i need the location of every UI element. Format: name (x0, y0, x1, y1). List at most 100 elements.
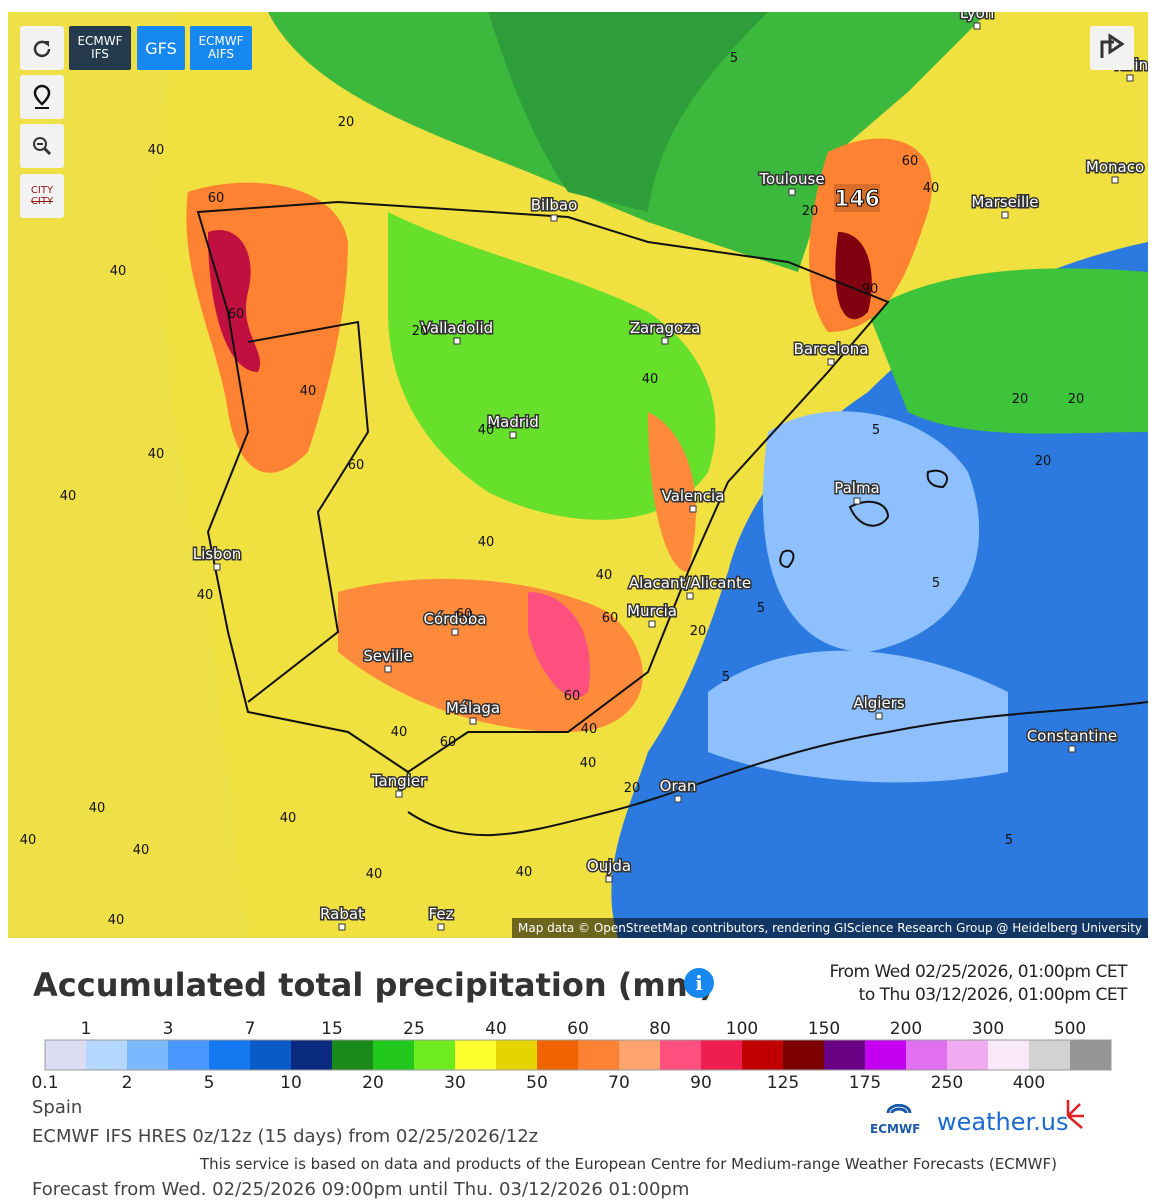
legend-label: 20 (362, 1073, 384, 1093)
contour-label: 40 (20, 833, 37, 848)
legend-swatch (332, 1040, 373, 1070)
city-label: Oujda (587, 857, 631, 875)
city-dot (973, 22, 981, 30)
legend-label: 400 (1013, 1073, 1045, 1093)
gfs-btn[interactable]: GFS (137, 26, 185, 70)
legend-label: 500 (1054, 1019, 1086, 1039)
legend-swatch (865, 1040, 906, 1070)
legend-swatch (537, 1040, 578, 1070)
legend-swatch (496, 1040, 537, 1070)
contour-label: 40 (133, 843, 150, 858)
city-dot (550, 214, 558, 222)
region: Spain (32, 1097, 83, 1118)
legend-swatch (824, 1040, 865, 1070)
city-dot (469, 717, 477, 725)
legend-label: 7 (245, 1019, 256, 1039)
city-dot (338, 923, 346, 931)
city-label: Zaragoza (630, 319, 701, 337)
legend-swatch (660, 1040, 701, 1070)
ifs-btn[interactable]: ECMWF IFS (69, 26, 131, 70)
atlantic (8, 12, 248, 938)
aifs-btn[interactable]: ECMWF AIFS (190, 26, 252, 70)
city-dot (875, 712, 883, 720)
location-btn[interactable] (20, 75, 64, 119)
precip-map: Map data © OpenStreetMap contributors, r… (8, 12, 1148, 938)
reload-btn[interactable] (20, 26, 64, 70)
legend-label: 15 (321, 1019, 343, 1039)
green-bay (488, 12, 768, 212)
legend-label: 50 (526, 1073, 548, 1093)
pin-icon (33, 84, 51, 109)
contour-label: 40 (89, 801, 106, 816)
zoom-icon (33, 137, 52, 156)
city-dot (1001, 211, 1009, 219)
contour-label: 40 (197, 588, 214, 603)
legend-label: 25 (403, 1019, 425, 1039)
city-dot (509, 431, 517, 439)
contour-label: 40 (300, 384, 317, 399)
contour-label: 40 (516, 865, 533, 880)
legend-swatch (86, 1040, 127, 1070)
city-dot (395, 790, 403, 798)
city-dot (1068, 745, 1076, 753)
green-east (868, 268, 1148, 434)
sun-icon (1066, 1100, 1084, 1129)
attribution-bg (512, 918, 1148, 938)
contour-label: 40 (642, 372, 659, 387)
legend-label: 90 (690, 1073, 712, 1093)
legend-label: 125 (767, 1073, 799, 1093)
city-label: Murcia (627, 602, 677, 620)
legend-label: 100 (726, 1019, 758, 1039)
share-btn[interactable] (1090, 26, 1134, 70)
contour-label: 20 (338, 115, 355, 130)
city-dot (213, 563, 221, 571)
city-dot (853, 497, 861, 505)
legend-label: 70 (608, 1073, 630, 1093)
legend-frame (44, 1039, 1112, 1071)
contour-label: 60 (564, 689, 581, 704)
city-dot (827, 358, 835, 366)
city-dot (1111, 176, 1119, 184)
city-btn[interactable]: CITY CITY (20, 174, 64, 218)
contour-label: 20 (624, 781, 641, 796)
logo-weather: weather.us (937, 1108, 1069, 1136)
legend-label: 3 (163, 1019, 174, 1039)
legend-swatch (45, 1040, 86, 1070)
city-label: Fez (429, 905, 454, 923)
info-btn[interactable]: i (684, 968, 714, 998)
city-off: CITY (30, 196, 54, 207)
contour-label: 40 (478, 423, 495, 438)
legend-swatch (701, 1040, 742, 1070)
legend-swatch (414, 1040, 455, 1070)
model: ECMWF IFS HRES 0z/12z (15 days) from 02/… (32, 1126, 539, 1147)
logo-ecmwf: ECMWF (870, 1122, 921, 1136)
max-ne (835, 232, 872, 320)
contour-label: 20 (412, 324, 429, 339)
share-icon (1100, 33, 1125, 58)
legend-label: 30 (444, 1073, 466, 1093)
city-dot (648, 620, 656, 628)
legend-label: 10 (280, 1073, 302, 1093)
city-label: Alacant/Alicante (629, 574, 751, 592)
city-label: Rabat (320, 905, 364, 923)
legend-swatch (742, 1040, 783, 1070)
legend-swatch (783, 1040, 824, 1070)
legend-label: 0.1 (31, 1073, 58, 1093)
legend-swatch (455, 1040, 496, 1070)
zoom-btn[interactable] (20, 124, 64, 168)
legend: 0.1 1 2 3 5 7 10 15 20 25 30 40 50 60 70 80 90 100 125 150 1… (31, 1019, 1112, 1093)
title: Accumulated total precipitation (mm) (33, 966, 714, 1004)
city-dot (453, 337, 461, 345)
contour-label: 20 (690, 624, 707, 639)
city-dot (661, 337, 669, 345)
city-dot (674, 795, 682, 803)
contour-label: 40 (60, 489, 77, 504)
reload-icon (33, 40, 51, 58)
legend-label: 200 (890, 1019, 922, 1039)
date-to: to Thu 03/12/2026, 01:00pm CET (858, 985, 1128, 1005)
city-label: Algiers (853, 694, 905, 712)
legend-swatch (250, 1040, 291, 1070)
labels: LyonTurinMonacoMarseilleToulouseBilbaoVa… (20, 12, 1148, 931)
legend-swatch (1070, 1040, 1111, 1070)
